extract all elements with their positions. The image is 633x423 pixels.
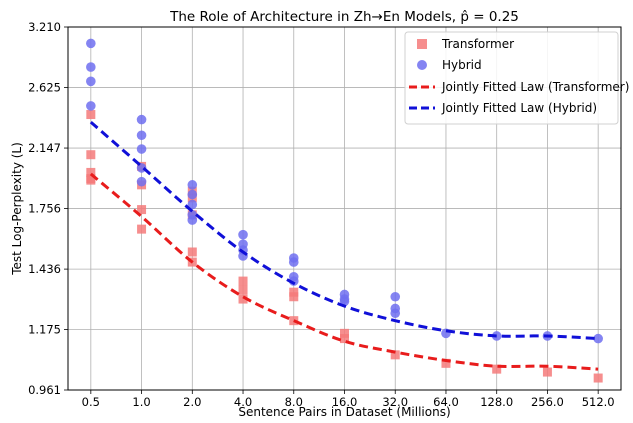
- transformer-point: [86, 110, 96, 120]
- y-tick-label: 0.961: [28, 383, 61, 397]
- transformer-point: [542, 367, 552, 377]
- transformer-point: [289, 287, 299, 297]
- transformer-point: [238, 294, 248, 304]
- transformer-point: [238, 285, 248, 295]
- hybrid-point: [593, 333, 603, 344]
- tick-layer: 0.5 1.0 2.0 4.0 8.0 16.0 32.0 64.0 128.0 256.0 512…: [28, 20, 615, 409]
- y-tick-label: 3.210: [28, 20, 61, 34]
- transformer-point: [593, 373, 603, 383]
- transformer-point: [238, 276, 248, 286]
- legend-transformer-label: Transformer: [441, 37, 514, 51]
- legend-hybrid-swatch: [417, 60, 427, 70]
- y-axis-label: Test Log-Perplexity (L): [10, 142, 24, 276]
- transformer-fit-line: [89, 172, 599, 371]
- legend-box: [404, 31, 619, 125]
- hybrid-point: [288, 257, 299, 267]
- y-tick-label: 1.436: [28, 262, 61, 276]
- legend-hybrid-fit-label: Jointly Fitted Law (Hybrid): [441, 101, 597, 115]
- x-axis-label: Sentence Pairs in Dataset (Millions): [238, 405, 450, 419]
- hybrid-point: [86, 62, 96, 72]
- hybrid-point: [187, 189, 198, 200]
- y-tick-label: 1.175: [28, 322, 61, 336]
- x-tick-label: 32.0: [382, 395, 408, 409]
- x-tick-label: 8.0: [285, 395, 303, 409]
- hybrid-point: [136, 144, 147, 154]
- x-tick-label: 4.0: [234, 395, 252, 409]
- y-tick-label: 2.147: [28, 141, 61, 155]
- transformer-point: [441, 358, 451, 368]
- hybrid-point: [86, 101, 96, 111]
- transformer-point: [340, 334, 349, 344]
- transformer-point: [86, 150, 96, 160]
- hybrid-fit-line: [89, 121, 599, 341]
- hybrid-point: [238, 229, 248, 240]
- transformer-point: [187, 247, 197, 257]
- transformer-point: [492, 364, 502, 374]
- hybrid-point: [187, 215, 198, 225]
- legend-transformer-swatch: [417, 39, 427, 49]
- y-tick-label: 1.756: [28, 202, 61, 216]
- x-tick-label: 256.0: [531, 395, 564, 409]
- x-tick-label: 16.0: [332, 395, 358, 409]
- legend: Transformer Hybrid Jointly Fitted Law (Tra…: [404, 31, 629, 125]
- hybrid-point: [86, 38, 96, 49]
- hybrid-point: [390, 308, 401, 319]
- x-tick-label: 64.0: [433, 395, 459, 409]
- hybrid-point: [187, 180, 198, 190]
- legend-hybrid-label: Hybrid: [442, 58, 482, 72]
- hybrid-point: [187, 199, 198, 210]
- transformer-point: [289, 292, 299, 302]
- y-tick-label: 2.625: [28, 81, 61, 95]
- legend-transformer-fit-label: Jointly Fitted Law (Transformer): [441, 80, 629, 94]
- hybrid-point: [86, 76, 96, 87]
- transformer-point: [390, 350, 400, 360]
- hybrid-point: [390, 291, 401, 302]
- transformer-point: [86, 167, 96, 177]
- transformer-point: [137, 224, 147, 234]
- transformer-point: [86, 175, 96, 185]
- x-tick-label: 128.0: [480, 395, 513, 409]
- transformer-point: [340, 328, 349, 338]
- x-tick-label: 0.5: [82, 395, 100, 409]
- x-tick-label: 2.0: [183, 395, 201, 409]
- transformer-point: [137, 205, 147, 215]
- x-tick-label: 1.0: [132, 395, 150, 409]
- hybrid-point: [136, 114, 147, 125]
- hybrid-point: [136, 176, 147, 187]
- chart-title: The Role of Architecture in Zh→En Models…: [169, 9, 519, 25]
- x-tick-label: 512.0: [582, 395, 615, 409]
- series-layer: [86, 38, 603, 383]
- hybrid-point: [136, 130, 147, 141]
